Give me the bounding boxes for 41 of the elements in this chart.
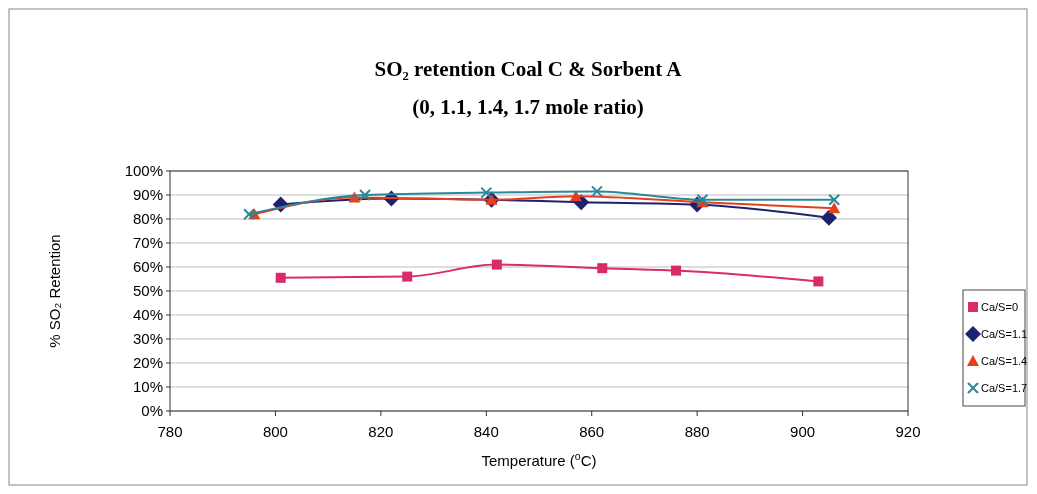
y-tick-label: 0% bbox=[141, 402, 163, 420]
y-axis-title: % SO₂ Retention bbox=[46, 234, 63, 348]
x-tick-label: 880 bbox=[684, 423, 710, 440]
point bbox=[402, 271, 413, 282]
y-tick-label: 70% bbox=[132, 234, 163, 252]
y-tick-label: 20% bbox=[132, 354, 163, 372]
point bbox=[243, 208, 256, 221]
point bbox=[359, 189, 372, 201]
y-tick-label: 60% bbox=[132, 258, 163, 276]
x-tick-label: 920 bbox=[895, 423, 921, 440]
x-tick-label: 820 bbox=[368, 423, 394, 440]
point bbox=[569, 190, 582, 202]
x-tick-label: 800 bbox=[262, 423, 288, 440]
y-tick-label: 90% bbox=[132, 186, 163, 204]
legend-label: Ca/S=1.1 bbox=[981, 327, 1028, 340]
y-tick-label: 40% bbox=[132, 306, 163, 324]
point bbox=[491, 259, 502, 270]
x-tick-label: 840 bbox=[473, 423, 499, 440]
x-tick-label: 780 bbox=[157, 423, 183, 440]
point bbox=[828, 193, 841, 206]
point bbox=[671, 265, 682, 276]
legend-label: Ca/S=1.7 bbox=[981, 381, 1028, 394]
x-tick-label: 860 bbox=[579, 423, 605, 440]
point bbox=[813, 276, 824, 287]
legend-label: Ca/S=0 bbox=[981, 300, 1018, 313]
point bbox=[590, 185, 603, 198]
legend-label: Ca/S=1.4 bbox=[981, 354, 1028, 367]
chart-subtitle: (0, 1.1, 1.4, 1.7 mole ratio) bbox=[412, 95, 644, 119]
point bbox=[275, 272, 286, 283]
x-axis-title: Temperature ($^{o}$C) bbox=[481, 450, 597, 469]
point bbox=[480, 186, 493, 199]
chart-title: SO₂ retention Coal C & Sorbent A bbox=[374, 57, 683, 81]
point bbox=[828, 202, 841, 214]
y-tick-label: 10% bbox=[132, 378, 163, 396]
point bbox=[820, 209, 837, 226]
x-tick-label: 900 bbox=[790, 423, 816, 440]
y-tick-label: 80% bbox=[132, 210, 163, 228]
y-tick-label: 100% bbox=[124, 162, 163, 180]
point bbox=[597, 263, 608, 274]
y-tick-label: 30% bbox=[132, 330, 163, 348]
y-tick-label: 50% bbox=[132, 282, 163, 300]
